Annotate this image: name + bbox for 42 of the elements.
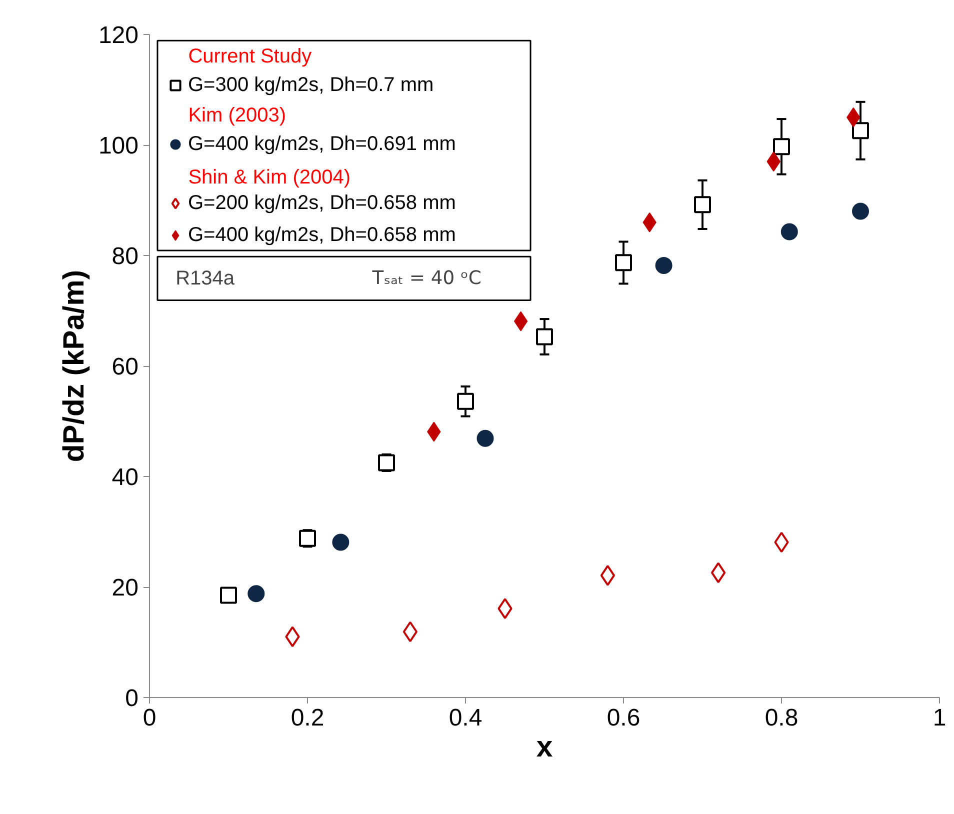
y-tick-label: 80 — [112, 243, 139, 270]
annotation: Kim (2003) — [188, 104, 286, 127]
y-axis-title: dP/dz (kPa/m) — [57, 270, 90, 462]
point — [852, 122, 869, 140]
annotation: Tₛₐₜ = 40 ᵒC — [371, 268, 482, 290]
legend-label: G=200 kg/m2s, Dh=0.658 mm — [188, 192, 456, 214]
annotation: R134a — [176, 268, 236, 290]
point — [773, 138, 790, 156]
point — [378, 454, 395, 472]
point — [600, 564, 616, 586]
legend-label: G=400 kg/m2s, Dh=0.691 mm — [188, 132, 456, 156]
point — [655, 256, 672, 274]
y-tick-label: 40 — [112, 464, 139, 491]
annotation: Shin & Kim (2004) — [188, 166, 351, 189]
point — [220, 586, 237, 604]
point — [615, 254, 632, 272]
x-tick-label: 0.8 — [764, 704, 798, 732]
point — [780, 223, 798, 240]
y-tick-label: 60 — [112, 354, 139, 380]
y-tick-label: 20 — [112, 574, 139, 602]
point — [457, 392, 474, 410]
x-tick-label: 0.6 — [606, 704, 640, 732]
x-tick-label: 0.2 — [290, 704, 324, 732]
annotation: Current Study — [188, 46, 312, 68]
point — [476, 430, 494, 447]
x-tick-label: 1 — [932, 704, 946, 732]
point — [514, 311, 528, 332]
point — [694, 196, 711, 214]
x-tick-label: 0 — [142, 704, 156, 732]
point — [332, 534, 350, 551]
legend-label: G=300 kg/m2s, Dh=0.7 mm — [188, 74, 434, 96]
y-tick-label: 120 — [98, 22, 139, 49]
point — [402, 621, 418, 642]
x-axis-title: x — [536, 730, 554, 764]
point — [248, 585, 265, 602]
point — [710, 562, 726, 584]
x-tick-label: 0.4 — [448, 704, 482, 732]
y-tick-label: 100 — [98, 132, 139, 160]
legend-label: G=400 kg/m2s, Dh=0.658 mm — [188, 224, 456, 246]
y-tick-label: 0 — [125, 685, 139, 712]
point — [852, 202, 869, 220]
point — [536, 328, 553, 346]
